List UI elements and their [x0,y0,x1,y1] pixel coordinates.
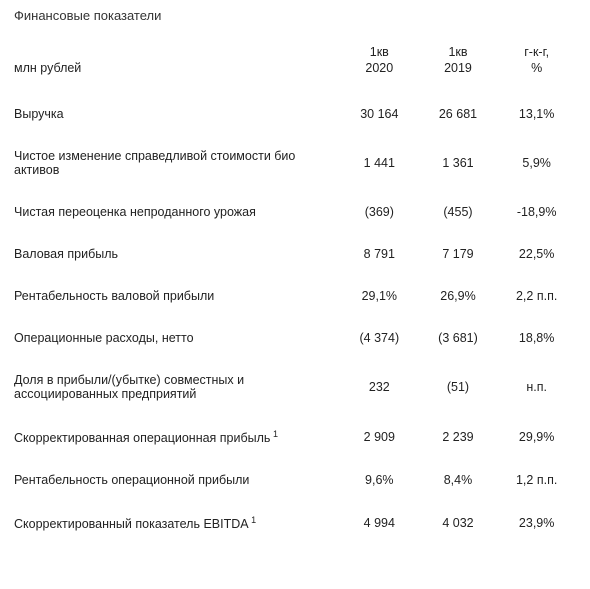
row-value-2: 8,4% [419,459,498,501]
row-value-1: (369) [340,191,419,233]
section-title: Финансовые показатели [14,8,576,23]
header-col2-top: 1кв [419,45,498,61]
footnote-sup: 1 [249,515,257,525]
row-value-3: 5,9% [497,135,576,191]
row-value-3: -18,9% [497,191,576,233]
header-col1-bot: 2020 [340,61,419,93]
table-row: Валовая прибыль8 7917 17922,5% [14,233,576,275]
row-label: Чистое изменение справедливой стоимости … [14,135,340,191]
header-col3-top: г-к-г, [497,45,576,61]
header-col1-top: 1кв [340,45,419,61]
row-value-2: 2 239 [419,415,498,459]
row-value-2: 26 681 [419,93,498,135]
row-value-3: 2,2 п.п. [497,275,576,317]
row-label: Рентабельность операционной прибыли [14,459,340,501]
footnote-sup: 1 [270,429,278,439]
row-value-2: 7 179 [419,233,498,275]
financial-table-container: Финансовые показатели млн рублей 1кв 1кв… [0,0,590,559]
row-value-1: 29,1% [340,275,419,317]
header-unit-label: млн рублей [14,45,340,93]
row-value-3: 22,5% [497,233,576,275]
header-row-top: млн рублей 1кв 1кв г-к-г, [14,45,576,61]
row-value-1: (4 374) [340,317,419,359]
row-value-2: 26,9% [419,275,498,317]
row-value-3: 18,8% [497,317,576,359]
table-row: Операционные расходы, нетто(4 374)(3 681… [14,317,576,359]
row-value-1: 232 [340,359,419,415]
row-label: Операционные расходы, нетто [14,317,340,359]
row-value-1: 9,6% [340,459,419,501]
row-value-1: 4 994 [340,501,419,545]
row-value-2: (51) [419,359,498,415]
row-value-1: 30 164 [340,93,419,135]
row-value-3: 13,1% [497,93,576,135]
row-label: Доля в прибыли/(убытке) совместных и асс… [14,359,340,415]
row-label: Чистая переоценка непроданного урожая [14,191,340,233]
row-value-3: 23,9% [497,501,576,545]
header-col3-bot: % [497,61,576,93]
table-row: Рентабельность валовой прибыли29,1%26,9%… [14,275,576,317]
table-row: Чистая переоценка непроданного урожая(36… [14,191,576,233]
table-row: Рентабельность операционной прибыли9,6%8… [14,459,576,501]
row-value-1: 8 791 [340,233,419,275]
row-value-1: 2 909 [340,415,419,459]
table-row: Доля в прибыли/(убытке) совместных и асс… [14,359,576,415]
row-label: Скорректированный показатель EBITDA 1 [14,501,340,545]
row-value-3: 1,2 п.п. [497,459,576,501]
table-row: Чистое изменение справедливой стоимости … [14,135,576,191]
table-row: Скорректированная операционная прибыль 1… [14,415,576,459]
row-value-2: (455) [419,191,498,233]
row-value-1: 1 441 [340,135,419,191]
row-value-2: (3 681) [419,317,498,359]
row-label: Рентабельность валовой прибыли [14,275,340,317]
header-col2-bot: 2019 [419,61,498,93]
financial-table: млн рублей 1кв 1кв г-к-г, 2020 2019 % Вы… [14,45,576,545]
row-label: Выручка [14,93,340,135]
row-value-2: 1 361 [419,135,498,191]
row-value-2: 4 032 [419,501,498,545]
row-value-3: н.п. [497,359,576,415]
table-row: Выручка30 16426 68113,1% [14,93,576,135]
row-label: Валовая прибыль [14,233,340,275]
row-label: Скорректированная операционная прибыль 1 [14,415,340,459]
table-row: Скорректированный показатель EBITDA 14 9… [14,501,576,545]
row-value-3: 29,9% [497,415,576,459]
